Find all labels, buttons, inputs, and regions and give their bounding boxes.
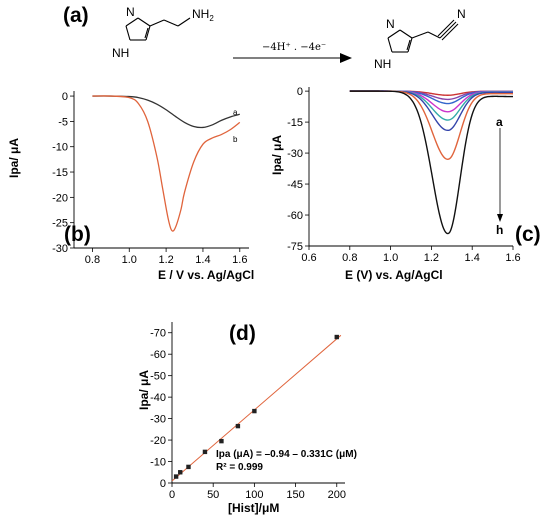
nh2-atom: NH2 [192, 7, 214, 23]
chart-d-y-tick-label: -60 [150, 349, 166, 361]
n-atom: N [126, 5, 135, 19]
chart-d-x-tick-label: 50 [207, 489, 219, 501]
chart-d-point [334, 334, 339, 340]
chart-c-xlabel: E (V) vs. Ag/AgCl [345, 268, 443, 282]
chart-d-point [202, 449, 208, 455]
chart-d-x-tick-label: 0 [169, 489, 175, 501]
chart-d-x-tick-label: 100 [245, 489, 263, 501]
chart-b-y-tick-label: -15 [52, 167, 68, 179]
product-nitrile [387, 19, 459, 53]
chart-d-y-tick-label: -30 [150, 414, 166, 426]
chart-b-y-tick-label: 0 [62, 91, 68, 103]
reaction-arrow-label: −4H⁺ . −4e⁻ [262, 42, 326, 53]
chart-c-y-tick-label: -30 [287, 148, 303, 160]
chart-c-y-tick-label: -15 [287, 117, 303, 129]
chart-d-ylabel: Ipa/ μA [137, 370, 151, 410]
chart-d-xlabel: [Hist]/μM [228, 501, 279, 515]
chart-d-x-tick-label: 150 [286, 489, 304, 501]
chart-b-y-tick-label: -20 [52, 192, 68, 204]
chart-d-axes: 0 50 100 150 200 0 -10 -20 -30 -40 -50 -60 -70 [150, 322, 346, 501]
chart-d-point [235, 423, 241, 429]
chart-c-y-tick-label: -45 [287, 179, 303, 191]
panel-label-b: (b) [64, 223, 91, 246]
chart-b: 0.8 1.0 1.2 1.4 1.6 0 -5 -10 -15 -20 -25 -30 a b (b… [7, 91, 254, 282]
chart-b-ylabel: Ipa/ μA [7, 138, 21, 178]
nh-atom: NH [112, 46, 129, 60]
chart-b-x-tick-label: 1.2 [158, 254, 173, 266]
chart-d-y-tick-label: -20 [150, 435, 166, 447]
chart-c-y-tick-label: 0 [297, 86, 303, 98]
chart-b-frame [74, 91, 249, 248]
chart-d-point [252, 408, 257, 414]
panel-label-d: (d) [229, 322, 256, 345]
chart-b-y-tick-label: -30 [52, 243, 68, 255]
chart-c-series-line-g [349, 90, 514, 160]
chart-c-ylabel: Ipa/ μA [270, 135, 284, 175]
chart-b-x-tick-label: 1.4 [195, 254, 210, 266]
chart-b-series-label-b: b [233, 135, 238, 144]
chart-c-y-tick-label: -60 [287, 210, 303, 222]
regression-equation: Ipa (μA) = –0.94 – 0.331C (μM) [216, 449, 357, 460]
chart-d-point [219, 438, 224, 444]
chart-b-axes: 0.8 1.0 1.2 1.4 1.6 0 -5 -10 -15 -20 -25 -30 [52, 91, 249, 266]
chart-b-series [92, 95, 241, 232]
chart-d-y-tick-label: -50 [150, 371, 166, 383]
chart-b-x-tick-label: 1.0 [122, 254, 137, 266]
product-n-atom: N [386, 17, 395, 31]
chart-d: 0 50 100 150 200 0 -10 -20 -30 -40 -50 -60 -70 (d) I… [137, 322, 357, 515]
chart-c: 0.6 0.8 1.0 1.2 1.4 1.6 0 -15 -30 -45 -60 -75 a h (… [270, 86, 541, 282]
chart-c-x-tick-label: 1.0 [383, 252, 398, 264]
trend-arrow [497, 128, 503, 222]
chart-b-y-tick-label: -5 [58, 116, 68, 128]
regression-r2: R² = 0.999 [216, 462, 263, 473]
chart-c-x-tick-label: 1.6 [505, 252, 520, 264]
nitrile-n-atom: N [457, 7, 466, 21]
chart-b-series-line-b [92, 95, 241, 232]
chart-b-series-label-a: a [233, 108, 238, 117]
chart-c-frame [309, 87, 513, 246]
chart-c-y-tick-label: -75 [287, 241, 303, 253]
chart-c-series [349, 90, 514, 235]
chart-d-y-tick-label: -10 [150, 457, 166, 469]
chart-b-y-tick-label: -10 [52, 142, 68, 154]
product-nh-atom: NH [374, 57, 391, 71]
chart-d-x-tick-label: 200 [328, 489, 346, 501]
chart-d-point [178, 470, 183, 475]
chart-c-x-tick-label: 0.8 [342, 252, 357, 264]
panel-label-c: (c) [515, 223, 541, 246]
reaction-scheme: (a) N NH NH2 −4H⁺ . −4e⁻ [63, 4, 466, 71]
chart-c-series-line-h [349, 90, 514, 235]
chart-b-x-tick-label: 1.6 [232, 254, 247, 266]
chart-c-x-tick-label: 0.6 [301, 252, 316, 264]
chart-b-xlabel: E / V vs. Ag/AgCl [158, 268, 254, 282]
reaction-arrow [233, 53, 352, 63]
chart-c-axes: 0.6 0.8 1.0 1.2 1.4 1.6 0 -15 -30 -45 -60 -75 [287, 86, 521, 264]
chart-d-point [186, 464, 191, 470]
chart-c-x-tick-label: 1.2 [424, 252, 439, 264]
chart-b-x-tick-label: 0.8 [85, 254, 100, 266]
chart-d-y-tick-label: -40 [150, 392, 166, 404]
chart-d-y-tick-label: -70 [150, 328, 166, 340]
chart-b-y-tick-label: -25 [52, 218, 68, 230]
panel-label-a: (a) [63, 4, 89, 27]
trend-label-h: h [496, 223, 503, 237]
chart-d-series [171, 334, 342, 482]
reactant-histamine [125, 17, 191, 41]
trend-label-a: a [496, 115, 503, 129]
chart-d-y-tick-label: 0 [160, 478, 166, 490]
chart-b-series-line-a [92, 95, 240, 129]
chart-c-x-tick-label: 1.4 [465, 252, 480, 264]
chart-d-point [173, 474, 179, 479]
chart-d-fit-line [171, 334, 342, 482]
